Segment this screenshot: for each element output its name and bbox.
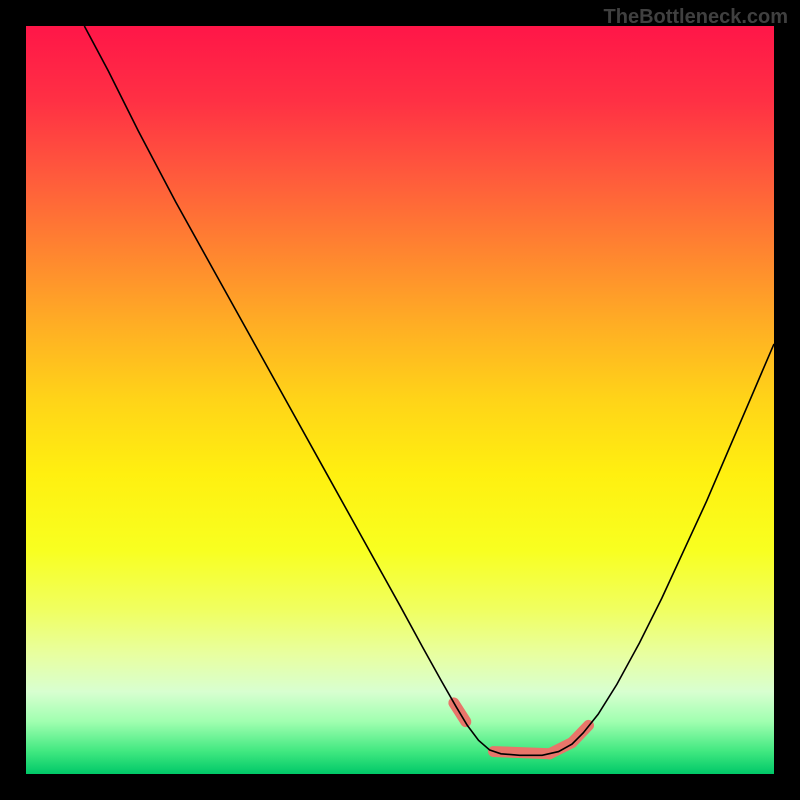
app-frame: TheBottleneck.com: [0, 0, 800, 800]
watermark-text: TheBottleneck.com: [604, 6, 788, 29]
chart-svg: [26, 26, 774, 774]
chart-area: [26, 26, 774, 774]
gradient-background: [26, 26, 774, 774]
